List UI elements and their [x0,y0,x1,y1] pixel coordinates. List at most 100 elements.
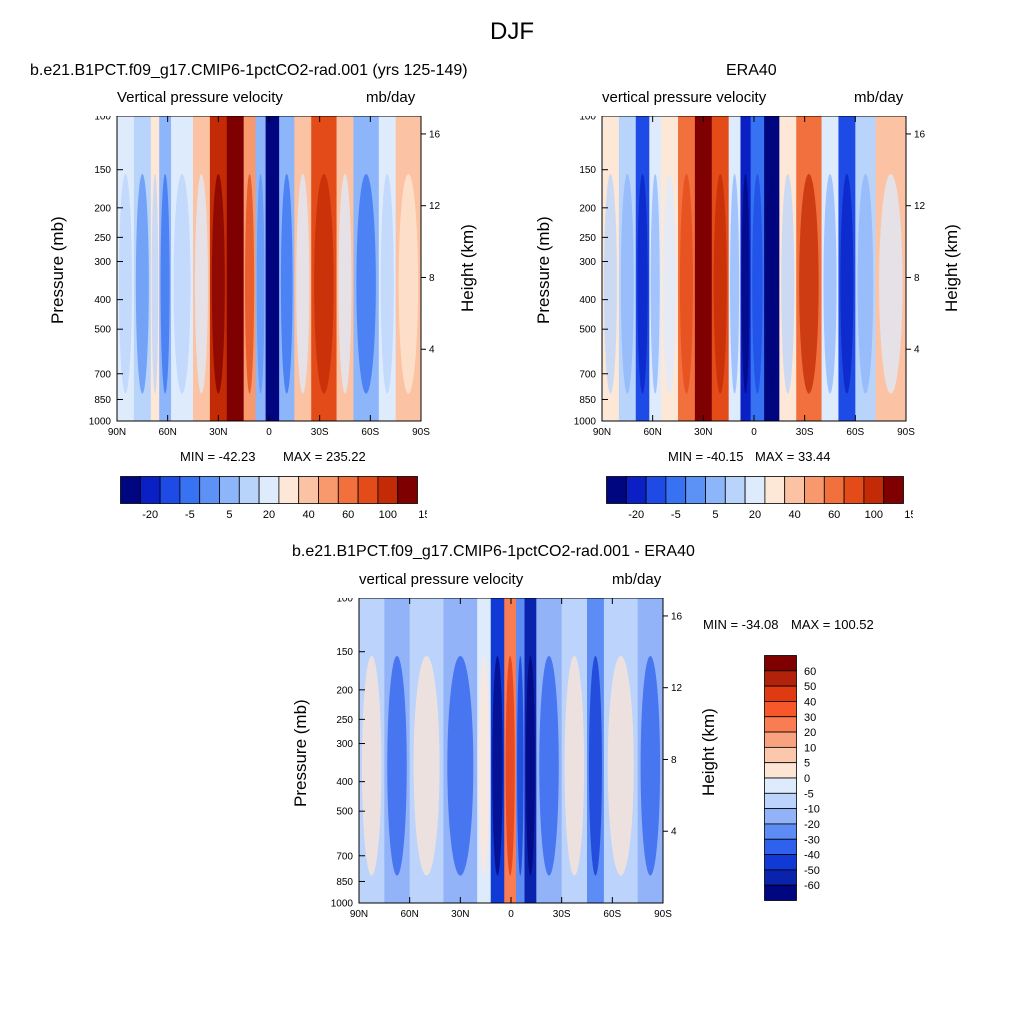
colorbar-label: -5 [804,788,814,800]
field-bands [359,598,663,903]
units-label: mb/day [366,89,416,106]
x-tick-label: 60N [643,427,661,438]
x-tick-label: 90S [654,909,672,920]
colorbar-box [606,476,627,504]
field-core [135,173,149,394]
field-core [505,655,515,876]
y-tick-label: 850 [336,877,353,888]
colorbar-label: -10 [804,804,820,816]
field-core [492,655,503,876]
colorbar-box [804,476,825,504]
colorbar-box [823,476,845,504]
field-core [713,173,727,394]
field-core [564,655,585,876]
colorbar-label: 40 [804,696,816,708]
x-tick-label: 60N [400,909,418,920]
units-label: mb/day [612,571,662,588]
field-core [620,173,634,394]
x-tick-label: 90S [897,427,915,438]
field-core [447,655,474,876]
field-core [398,173,419,394]
colorbar-box [764,655,797,672]
y-tick-label: 1000 [89,417,112,428]
colorbar-box [278,476,300,504]
contour-plot: 90N 60N 30N 0 30S 60S 90S 100 150 200 250 300 400 500… [574,116,926,438]
x-tick-label: 90N [350,909,368,920]
colorbar-box [764,685,797,702]
colorbar-box [764,777,797,794]
colorbar-box [219,476,240,504]
contour-plot: 90N 60N 30N 0 30S 60S 90S 100 150 200 250 300 400 500… [89,116,441,438]
x-tick-label: 60N [158,427,176,438]
field-core [245,173,255,394]
y2-tick-label: 4 [914,345,920,356]
y-tick-label: 400 [579,295,596,306]
variable-label: vertical pressure velocity [359,571,524,588]
y2-tick-label: 16 [914,129,926,140]
y2-tick-label: 4 [429,345,435,356]
y2-tick-label: 12 [671,683,683,694]
field-core [799,173,819,394]
field-core [840,173,854,394]
y-tick-label: 300 [336,739,353,750]
colorbar-label: 5 [226,509,232,521]
colorbar-label: -20 [804,819,820,831]
field-core [663,173,677,394]
panel-title: b.e21.B1PCT.f09_g17.CMIP6-1pctCO2-rad.00… [292,543,695,560]
variable-label: Vertical pressure velocity [117,89,283,106]
colorbar-box [863,476,885,504]
y-axis-label: Pressure (mb) [291,699,310,807]
field-core [879,173,903,394]
colorbar-label: 5 [712,509,718,521]
colorbar-box [764,716,797,733]
colorbar-box [764,838,797,855]
colorbar-label: -5 [671,509,681,521]
y2-tick-label: 12 [429,201,441,212]
field-core [588,655,602,876]
field-core [640,655,661,876]
colorbar-box [764,476,786,504]
colorbar-box [764,792,797,810]
x-tick-label: 0 [751,427,757,438]
y-tick-label: 200 [94,203,111,214]
colorbar-box [139,476,161,504]
field-core [173,173,191,394]
colorbar-box [883,476,904,504]
y-tick-label: 1000 [331,899,354,910]
colorbar-box [377,476,399,504]
colorbar-label: 60 [804,666,816,678]
y-tick-label: 700 [94,369,111,380]
colorbar-box [665,476,687,504]
colorbar-label: 0 [804,773,810,785]
field-core [211,173,225,394]
colorbar-label: 50 [804,681,816,693]
y-tick-label: 500 [336,807,353,818]
colorbar: -20 -5 5 20 40 60 100 150 [120,476,427,521]
colorbar-label: 20 [263,509,275,521]
field-core [280,173,293,394]
colorbar-label: -50 [804,865,820,877]
colorbar-box [724,476,746,504]
colorbar-label: 60 [342,509,354,521]
figure-title: DJF [490,18,534,45]
x-tick-label: 60S [603,909,621,920]
min-value: MIN = -34.08 [703,617,779,632]
x-tick-label: 90S [412,427,430,438]
colorbar-box [318,476,339,504]
colorbar-box [120,476,141,504]
field-core [857,173,874,394]
colorbar-box [764,762,797,779]
colorbar-box [764,746,797,764]
field-core [338,173,352,394]
x-tick-label: 30N [209,427,227,438]
variable-label: vertical pressure velocity [602,89,767,106]
field-core [765,173,778,394]
x-tick-label: 90N [108,427,126,438]
min-value: MIN = -40.15 [668,449,744,464]
colorbar-label: 20 [804,727,816,739]
field-core [696,173,710,394]
colorbar-label: 150 [418,509,427,521]
y2-tick-label: 8 [671,755,677,766]
colorbar-label: 20 [749,509,761,521]
y-tick-label: 150 [579,165,596,176]
